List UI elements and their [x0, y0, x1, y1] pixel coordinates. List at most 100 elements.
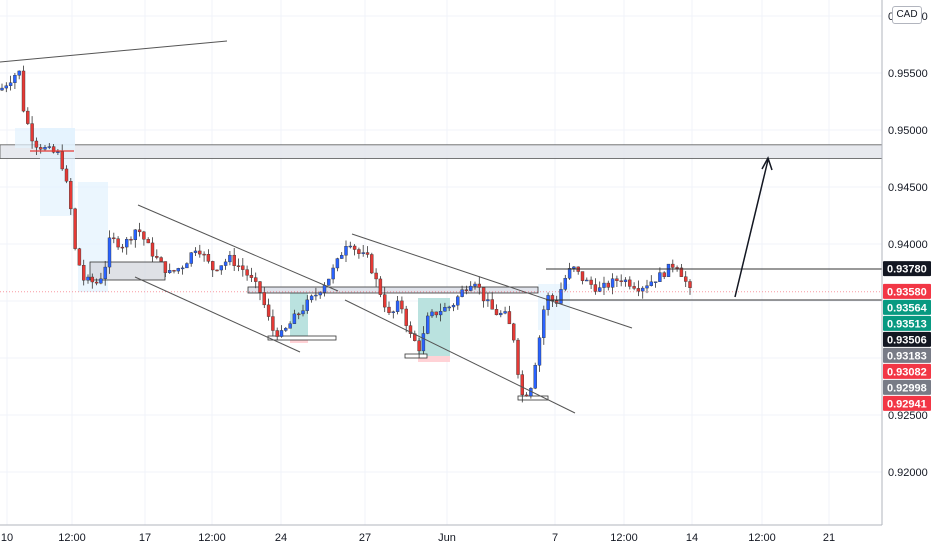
candle-down: [481, 287, 486, 302]
candle-down: [146, 239, 150, 244]
candle-up: [185, 263, 189, 269]
candle-down: [21, 70, 26, 112]
price-badge: [883, 261, 931, 277]
candle-down: [352, 245, 357, 250]
candle-up: [219, 265, 224, 271]
candle-up: [322, 285, 327, 293]
candle-down: [60, 151, 64, 170]
channel-lower-line: [134, 276, 301, 353]
candle-down: [155, 256, 159, 258]
price-badge-label: 0.93513: [887, 318, 927, 330]
candle-down: [387, 306, 391, 313]
target-arrow: [734, 159, 769, 298]
candle-down: [253, 277, 258, 282]
candle-down: [30, 123, 34, 142]
candle-up: [305, 299, 309, 311]
candle-down: [417, 340, 421, 352]
price-tick-label: 0.94500: [888, 182, 928, 194]
range-box: [247, 286, 539, 294]
candle-up: [309, 295, 314, 301]
candle-down: [374, 272, 378, 280]
price-tick-label: 0.92000: [888, 467, 928, 479]
candle-down: [400, 300, 404, 310]
candle-down: [516, 339, 520, 375]
candle-down: [150, 242, 155, 257]
resistance-zone: [0, 144, 883, 159]
time-axis-label: 10: [1, 532, 13, 544]
candle-down: [275, 330, 279, 337]
candle-down: [662, 272, 666, 277]
chart-grid: [0, 0, 882, 525]
candle-up: [546, 295, 550, 310]
candle-down: [684, 276, 688, 282]
candle-up: [0, 87, 4, 91]
price-badge-label: 0.93580: [887, 286, 927, 298]
candle-down: [671, 263, 675, 268]
channel-lower-line: [344, 299, 576, 414]
candle-up: [193, 250, 198, 253]
time-axis-label: 12:00: [610, 532, 638, 544]
candle-up: [542, 309, 546, 338]
low-marker-box: [517, 395, 549, 401]
time-axis-label: 12:00: [198, 532, 226, 544]
candle-up: [559, 289, 563, 304]
candle-down: [90, 276, 95, 283]
candle-down: [262, 292, 266, 306]
candle-down: [434, 311, 438, 316]
candle-up: [460, 289, 464, 297]
candle-down: [477, 283, 481, 288]
candle-up: [610, 278, 615, 288]
time-axis-label: Jun: [438, 532, 456, 544]
low-marker-box: [404, 353, 428, 359]
candle-up: [228, 254, 232, 263]
candle-down: [365, 252, 370, 255]
candle-down: [198, 250, 202, 255]
candle-up: [456, 296, 460, 306]
candle-down: [245, 269, 249, 276]
candle-down: [258, 281, 262, 293]
candle-up: [348, 245, 352, 248]
candle-up: [176, 268, 181, 272]
time-axis-label: 21: [823, 532, 835, 544]
time-axis-label: 17: [139, 532, 151, 544]
currency-button[interactable]: CAD: [892, 6, 922, 24]
arrow-head: [761, 156, 773, 171]
candle-up: [395, 300, 400, 312]
candle-down: [524, 394, 529, 397]
candle-up: [641, 287, 645, 292]
candle-down: [413, 333, 417, 341]
candle-down: [163, 261, 168, 273]
candle-down: [370, 254, 374, 274]
price-tick-label: 0.95500: [888, 68, 928, 80]
candle-up: [567, 268, 572, 279]
candle-down: [202, 253, 206, 256]
candle-up: [645, 285, 649, 289]
candle-down: [378, 278, 383, 295]
candle-down: [215, 269, 219, 272]
candle-down: [236, 265, 241, 267]
candle-up: [107, 237, 112, 268]
candle-up: [288, 323, 292, 329]
candle-up: [438, 311, 443, 316]
price-badge: [883, 315, 931, 331]
price-badge-label: 0.93506: [887, 334, 927, 346]
candle-down: [580, 271, 585, 281]
candle-up: [318, 292, 322, 296]
candle-down: [593, 284, 598, 292]
time-axis-label: 27: [359, 532, 371, 544]
time-axis-label: 14: [686, 532, 698, 544]
time-axis[interactable]: [0, 524, 932, 550]
price-badge-label: 0.93780: [887, 264, 927, 276]
candle-down: [636, 288, 641, 292]
price-badge-label: 0.93082: [887, 366, 927, 378]
candle-up: [17, 70, 21, 76]
candle-up: [292, 313, 297, 324]
candle-up: [499, 312, 503, 316]
candle-down: [112, 237, 116, 240]
candle-up: [391, 311, 395, 313]
candle-up: [572, 266, 576, 269]
candle-up: [47, 146, 51, 148]
candle-down: [73, 208, 77, 249]
candle-down: [357, 249, 361, 254]
